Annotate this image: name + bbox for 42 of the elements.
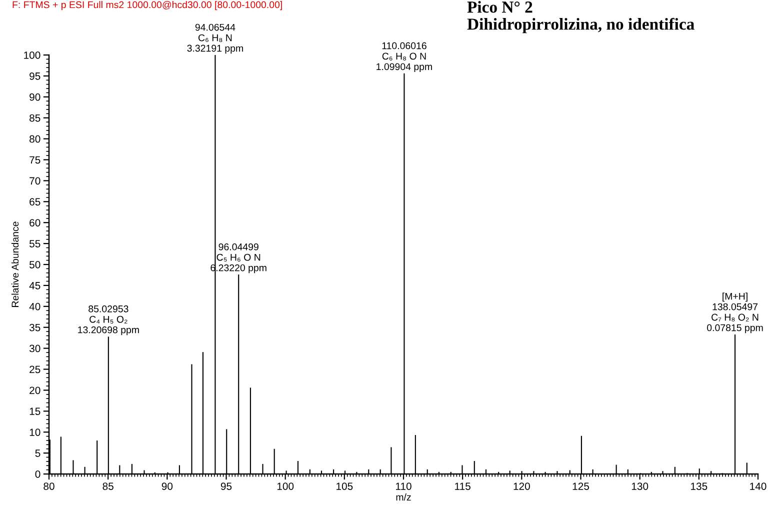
y-tick-label: 5 <box>35 450 40 457</box>
x-tick-label: 100 <box>277 482 294 490</box>
y-tick-label: 80 <box>30 135 40 143</box>
y-tick-label: 95 <box>30 72 40 80</box>
x-tick-label: 125 <box>572 482 590 490</box>
x-tick-label: 115 <box>455 482 470 490</box>
x-tick-label: 95 <box>220 482 232 490</box>
y-tick-label: 0 <box>35 470 40 478</box>
x-tick-label: 105 <box>336 482 353 490</box>
y-tick-label: 100 <box>24 52 40 59</box>
annotation: 85.02953 C₄ H₅ O₂ 13.20698 ppm <box>78 305 139 336</box>
x-tick-label: 130 <box>632 482 648 490</box>
y-tick-label: 25 <box>30 366 40 374</box>
y-tick-label: 40 <box>29 302 40 310</box>
x-tick-label: 90 <box>162 482 173 490</box>
x-tick-label: 85 <box>102 482 114 490</box>
y-tick-label: 70 <box>30 177 40 185</box>
chart-title: Pico N° 2 Dihidropirrolizina, no identifica <box>467 1 694 34</box>
annotation: [M+H] 138.05497 C₇ H₈ O₂ N 0.07815 ppm <box>707 292 763 334</box>
x-tick-label: 135 <box>691 482 708 490</box>
x-tick-label: 140 <box>750 482 766 490</box>
annotation: 94.06544 C₆ H₈ N 3.32191 ppm <box>187 24 243 54</box>
y-tick-label: 60 <box>30 219 40 226</box>
y-tick-label: 35 <box>29 324 40 332</box>
y-tick-label: 90 <box>30 93 40 101</box>
y-tick-label: 20 <box>30 386 40 394</box>
annotation: 110.06016 C₆ H₈ O N 1.09904 ppm <box>376 42 432 72</box>
y-tick-label: 45 <box>29 282 40 290</box>
y-axis-title: Relative Abundance <box>11 222 19 307</box>
x-axis-title: m/z <box>396 493 411 501</box>
x-tick-label: 80 <box>44 482 54 490</box>
y-tick-label: 15 <box>30 408 40 416</box>
x-tick-label: 120 <box>514 482 530 490</box>
chart-subtitle: F: FTMS + p ESI Full ms2 1000.00@hcd30.00 [80.00-1000.00] <box>12 1 282 10</box>
y-tick-label: 30 <box>29 344 40 352</box>
y-tick-label: 10 <box>30 428 40 436</box>
y-tick-label: 75 <box>30 156 40 164</box>
y-tick-label: 55 <box>30 240 40 248</box>
y-tick-label: 65 <box>30 198 40 206</box>
y-tick-label: 50 <box>30 261 40 268</box>
y-tick-label: 85 <box>30 114 40 122</box>
x-tick-label: 110 <box>396 482 412 490</box>
